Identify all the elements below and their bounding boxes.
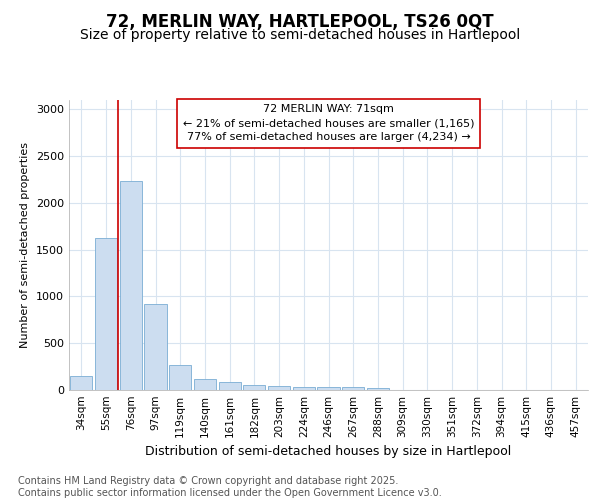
Bar [367,388,389,390]
Bar [218,382,241,390]
Bar [194,379,216,390]
Bar [70,376,92,390]
Text: Contains HM Land Registry data © Crown copyright and database right 2025.
Contai: Contains HM Land Registry data © Crown c… [18,476,442,498]
Y-axis label: Number of semi-detached properties: Number of semi-detached properties [20,142,31,348]
Bar [119,182,142,390]
Text: Size of property relative to semi-detached houses in Hartlepool: Size of property relative to semi-detach… [80,28,520,42]
Bar [95,238,117,390]
Bar [145,304,167,390]
Bar [342,386,364,390]
Bar [268,386,290,390]
Bar [293,386,315,390]
Bar [243,385,265,390]
Bar [317,386,340,390]
Text: 72, MERLIN WAY, HARTLEPOOL, TS26 0QT: 72, MERLIN WAY, HARTLEPOOL, TS26 0QT [106,12,494,30]
Bar [169,364,191,390]
Text: 72 MERLIN WAY: 71sqm
← 21% of semi-detached houses are smaller (1,165)
77% of se: 72 MERLIN WAY: 71sqm ← 21% of semi-detac… [183,104,474,142]
X-axis label: Distribution of semi-detached houses by size in Hartlepool: Distribution of semi-detached houses by … [145,446,512,458]
